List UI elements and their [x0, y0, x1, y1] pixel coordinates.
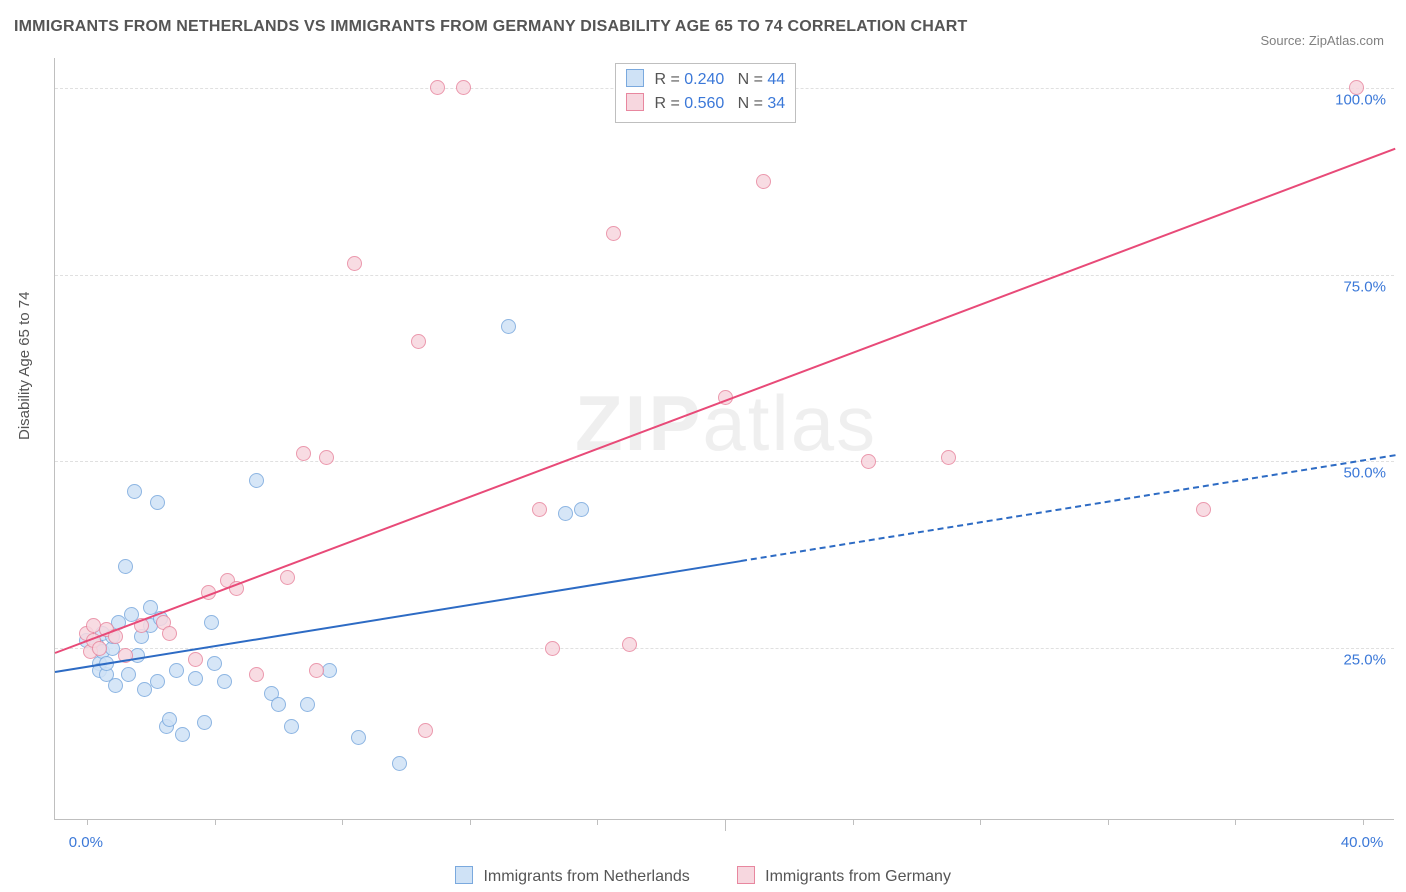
trend-line-germany [55, 148, 1396, 654]
data-point-netherlands [118, 559, 133, 574]
data-point-netherlands [121, 667, 136, 682]
data-point-netherlands [188, 671, 203, 686]
data-point-germany [456, 80, 471, 95]
data-point-germany [309, 663, 324, 678]
scatter-plot: ZIPatlas 25.0%50.0%75.0%100.0% R = 0.240… [54, 58, 1394, 820]
data-point-netherlands [175, 727, 190, 742]
data-point-netherlands [150, 495, 165, 510]
data-point-germany [622, 637, 637, 652]
x-axis-legend: Immigrants from Netherlands Immigrants f… [0, 866, 1406, 886]
data-point-netherlands [127, 484, 142, 499]
data-point-netherlands [558, 506, 573, 521]
y-tick-label: 100.0% [1335, 91, 1386, 108]
data-point-germany [92, 641, 107, 656]
data-point-germany [162, 626, 177, 641]
y-tick-label: 50.0% [1343, 465, 1386, 482]
data-point-germany [280, 570, 295, 585]
source-value: ZipAtlas.com [1309, 33, 1384, 48]
y-tick-label: 25.0% [1343, 652, 1386, 669]
data-point-netherlands [271, 697, 286, 712]
x-tick-mark [1363, 819, 1364, 825]
source-attribution: Source: ZipAtlas.com [1260, 33, 1384, 48]
source-label: Source: [1260, 33, 1308, 48]
data-point-netherlands [150, 674, 165, 689]
data-point-germany [319, 450, 334, 465]
x-tick-mark [470, 819, 471, 825]
data-point-netherlands [249, 473, 264, 488]
data-point-germany [430, 80, 445, 95]
data-point-netherlands [197, 715, 212, 730]
data-point-germany [861, 454, 876, 469]
corr-swatch-netherlands [626, 69, 644, 87]
data-point-germany [545, 641, 560, 656]
x-tick-mark [342, 819, 343, 825]
data-point-netherlands [108, 678, 123, 693]
x-tick-label: 0.0% [69, 834, 103, 851]
data-point-netherlands [322, 663, 337, 678]
x-tick-mark [980, 819, 981, 825]
data-point-netherlands [284, 719, 299, 734]
data-point-germany [249, 667, 264, 682]
corr-r-germany: 0.560 [684, 95, 724, 112]
gridline [55, 648, 1394, 649]
legend-label-germany: Immigrants from Germany [765, 868, 951, 885]
x-tick-label: 40.0% [1341, 834, 1384, 851]
legend-swatch-netherlands [455, 866, 473, 884]
legend-label-netherlands: Immigrants from Netherlands [483, 868, 689, 885]
x-tick-mark [1235, 819, 1236, 825]
x-tick-mark [1108, 819, 1109, 825]
data-point-germany [418, 723, 433, 738]
data-point-germany [606, 226, 621, 241]
data-point-netherlands [169, 663, 184, 678]
data-point-netherlands [351, 730, 366, 745]
data-point-germany [756, 174, 771, 189]
data-point-germany [188, 652, 203, 667]
x-tick-mark [597, 819, 598, 825]
corr-r-netherlands: 0.240 [684, 71, 724, 88]
corr-n-netherlands: 44 [767, 71, 785, 88]
data-point-germany [411, 334, 426, 349]
x-tick-mark [215, 819, 216, 825]
y-tick-label: 75.0% [1343, 278, 1386, 295]
x-tick-mark [853, 819, 854, 825]
y-axis-title: Disability Age 65 to 74 [16, 292, 33, 440]
x-tick-mark [725, 819, 726, 831]
x-tick-mark [87, 819, 88, 825]
legend-swatch-germany [737, 866, 755, 884]
data-point-germany [296, 446, 311, 461]
data-point-germany [1196, 502, 1211, 517]
corr-swatch-germany [626, 93, 644, 111]
data-point-netherlands [217, 674, 232, 689]
gridline [55, 275, 1394, 276]
data-point-germany [532, 502, 547, 517]
chart-title: IMMIGRANTS FROM NETHERLANDS VS IMMIGRANT… [14, 18, 967, 36]
data-point-germany [941, 450, 956, 465]
data-point-netherlands [574, 502, 589, 517]
corr-n-germany: 34 [767, 95, 785, 112]
data-point-netherlands [392, 756, 407, 771]
gridline [55, 461, 1394, 462]
data-point-germany [347, 256, 362, 271]
data-point-netherlands [207, 656, 222, 671]
trend-line-netherlands [741, 454, 1395, 562]
data-point-netherlands [162, 712, 177, 727]
correlation-legend: R = 0.240 N = 44 R = 0.560 N = 34 [615, 63, 796, 123]
data-point-netherlands [300, 697, 315, 712]
data-point-netherlands [501, 319, 516, 334]
data-point-netherlands [204, 615, 219, 630]
